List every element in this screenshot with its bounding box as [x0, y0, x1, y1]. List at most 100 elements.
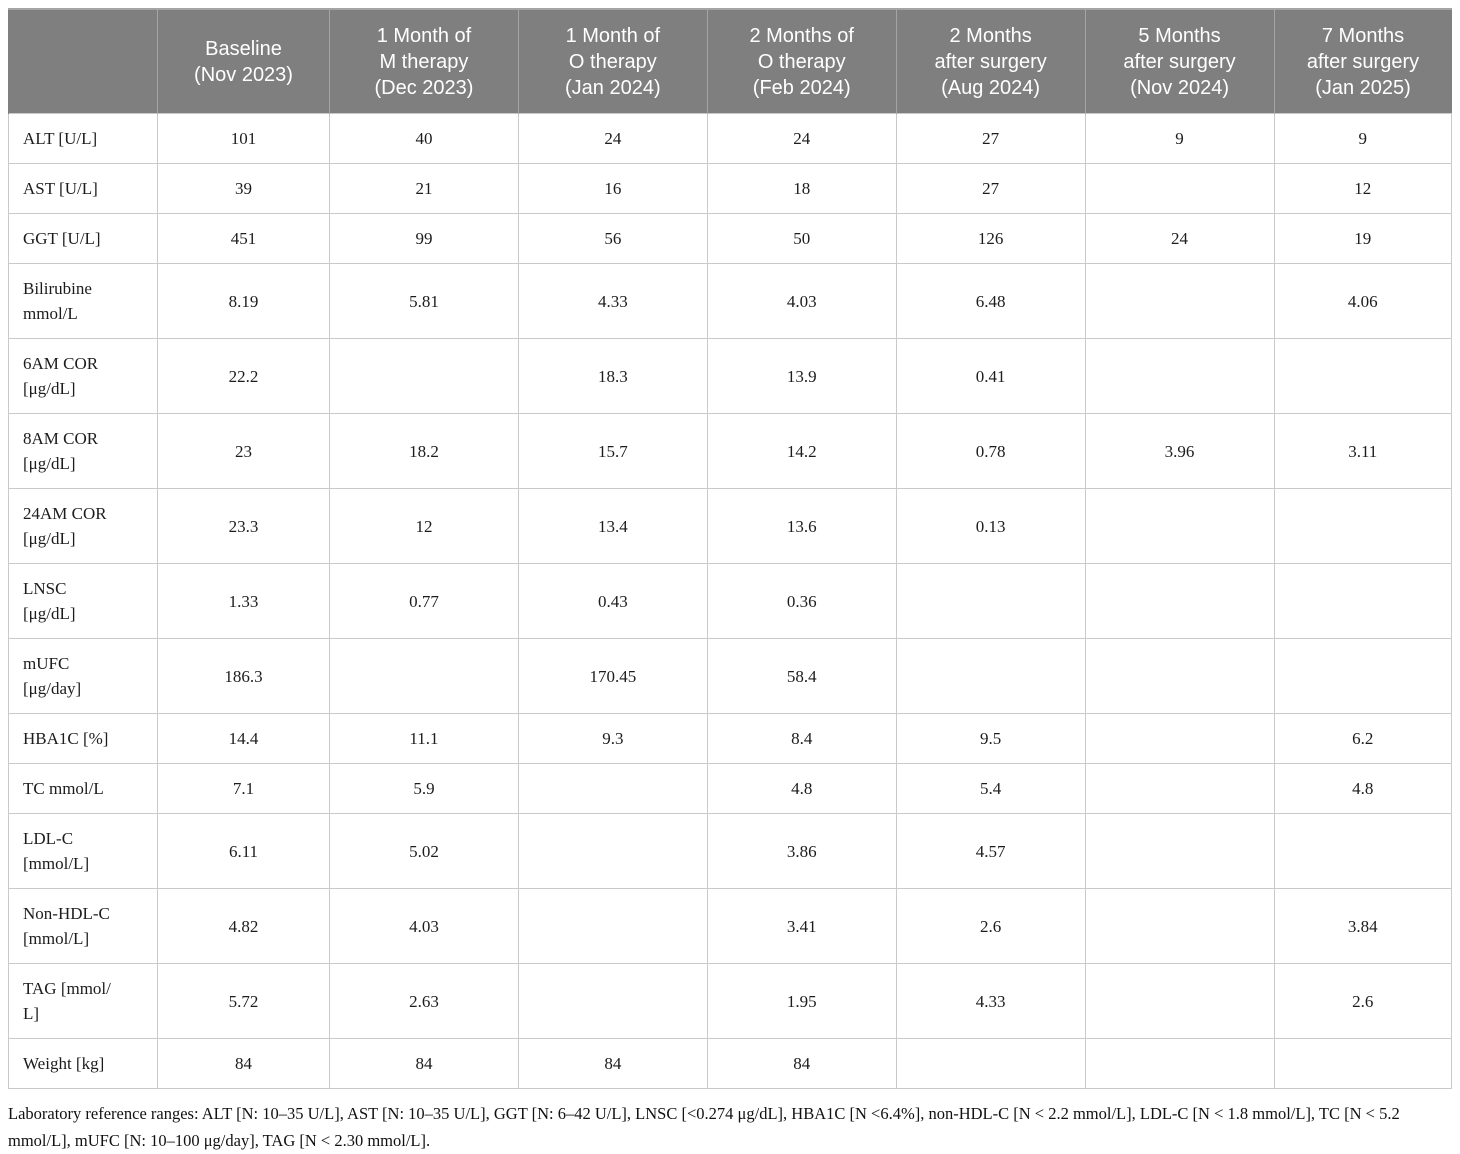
value-cell	[1084, 813, 1275, 889]
row-label: Weight [kg]	[8, 1038, 158, 1089]
value-cell: 101	[157, 113, 330, 164]
table-row: LDL-C [mmol/L] 6.11 5.02 3.86 4.57	[8, 813, 1452, 889]
value-cell: 4.03	[706, 263, 897, 339]
value-cell	[1084, 263, 1275, 339]
value-cell: 1.95	[706, 963, 897, 1039]
table-row: 8AM COR [μg/dL] 23 18.2 15.7 14.2 0.78 3.96 3.1…	[8, 413, 1452, 489]
value-cell: 39	[157, 163, 330, 214]
value-cell: 14.4	[157, 713, 330, 764]
value-cell	[1273, 488, 1452, 564]
table-body: ALT [U/L] 101 40 24 24 27 9 9 AST [U/L] 39 21 16 18 2…	[8, 113, 1452, 1089]
table-row: Bilirubine mmol/L 8.19 5.81 4.33 4.03 6.48 4.0…	[8, 263, 1452, 339]
value-cell: 23	[157, 413, 330, 489]
column-header: 2 Months after surgery (Aug 2024)	[895, 8, 1086, 114]
value-cell: 18	[706, 163, 897, 214]
table-row: AST [U/L] 39 21 16 18 27 12	[8, 163, 1452, 214]
value-cell: 40	[329, 113, 519, 164]
value-cell: 16	[517, 163, 708, 214]
column-header: 7 Months after surgery (Jan 2025)	[1273, 8, 1452, 114]
table-row: GGT [U/L] 451 99 56 50 126 24 19	[8, 213, 1452, 264]
value-cell: 170.45	[517, 638, 708, 714]
table-row: 6AM COR [μg/dL] 22.2 18.3 13.9 0.41	[8, 338, 1452, 414]
value-cell	[329, 638, 519, 714]
row-label: LNSC [μg/dL]	[8, 563, 158, 639]
row-label: Bilirubine mmol/L	[8, 263, 158, 339]
table-row: LNSC [μg/dL] 1.33 0.77 0.43 0.36	[8, 563, 1452, 639]
value-cell: 27	[895, 163, 1086, 214]
row-label: 8AM COR [μg/dL]	[8, 413, 158, 489]
row-label: 24AM COR [μg/dL]	[8, 488, 158, 564]
value-cell: 84	[329, 1038, 519, 1089]
table-footnote: Laboratory reference ranges: ALT [N: 10–…	[8, 1104, 1400, 1150]
value-cell	[1084, 763, 1275, 814]
value-cell: 5.81	[329, 263, 519, 339]
value-cell: 27	[895, 113, 1086, 164]
value-cell: 84	[706, 1038, 897, 1089]
table-row: Weight [kg] 84 84 84 84	[8, 1038, 1452, 1089]
value-cell	[517, 963, 708, 1039]
row-label: LDL-C [mmol/L]	[8, 813, 158, 889]
row-label: ALT [U/L]	[8, 113, 158, 164]
row-label: AST [U/L]	[8, 163, 158, 214]
value-cell: 6.2	[1273, 713, 1452, 764]
value-cell: 18.3	[517, 338, 708, 414]
value-cell: 24	[706, 113, 897, 164]
value-cell: 11.1	[329, 713, 519, 764]
column-header: 5 Months after surgery (Nov 2024)	[1084, 8, 1274, 114]
value-cell	[895, 1038, 1086, 1089]
value-cell	[1273, 638, 1452, 714]
value-cell: 21	[329, 163, 519, 214]
value-cell: 24	[517, 113, 708, 164]
value-cell: 0.41	[895, 338, 1086, 414]
value-cell: 0.77	[329, 563, 519, 639]
value-cell: 56	[517, 213, 708, 264]
value-cell	[1084, 563, 1275, 639]
value-cell: 22.2	[157, 338, 330, 414]
row-label: TAG [mmol/ L]	[8, 963, 158, 1039]
value-cell	[1084, 338, 1275, 414]
column-header: Baseline (Nov 2023)	[157, 8, 330, 114]
value-cell: 8.19	[157, 263, 330, 339]
value-cell	[895, 638, 1086, 714]
value-cell: 6.11	[157, 813, 330, 889]
value-cell: 24	[1084, 213, 1275, 264]
value-cell	[517, 813, 708, 889]
value-cell: 4.03	[329, 888, 519, 964]
value-cell: 19	[1273, 213, 1452, 264]
value-cell	[1084, 1038, 1275, 1089]
row-label: GGT [U/L]	[8, 213, 158, 264]
value-cell: 126	[895, 213, 1086, 264]
value-cell: 12	[1273, 163, 1452, 214]
lab-results-table: Baseline (Nov 2023) 1 Month of M therapy …	[8, 8, 1452, 1089]
value-cell: 0.78	[895, 413, 1086, 489]
value-cell: 9.5	[895, 713, 1086, 764]
value-cell: 8.4	[706, 713, 897, 764]
value-cell: 2.63	[329, 963, 519, 1039]
value-cell: 3.86	[706, 813, 897, 889]
value-cell: 0.36	[706, 563, 897, 639]
value-cell: 4.57	[895, 813, 1086, 889]
value-cell	[895, 563, 1086, 639]
value-cell: 58.4	[706, 638, 897, 714]
table-row: HBA1C [%] 14.4 11.1 9.3 8.4 9.5 6.2	[8, 713, 1452, 764]
row-label: 6AM COR [μg/dL]	[8, 338, 158, 414]
value-cell: 0.43	[517, 563, 708, 639]
value-cell: 2.6	[895, 888, 1086, 964]
value-cell: 13.4	[517, 488, 708, 564]
value-cell	[1084, 963, 1275, 1039]
value-cell: 3.41	[706, 888, 897, 964]
value-cell: 84	[517, 1038, 708, 1089]
value-cell: 50	[706, 213, 897, 264]
value-cell	[1273, 1038, 1452, 1089]
value-cell: 5.4	[895, 763, 1086, 814]
value-cell	[1273, 563, 1452, 639]
table-row: 24AM COR [μg/dL] 23.3 12 13.4 13.6 0.13	[8, 488, 1452, 564]
value-cell	[517, 763, 708, 814]
value-cell: 6.48	[895, 263, 1086, 339]
value-cell	[1273, 813, 1452, 889]
column-header: 1 Month of M therapy (Dec 2023)	[329, 8, 519, 114]
value-cell: 9	[1273, 113, 1452, 164]
value-cell: 5.72	[157, 963, 330, 1039]
value-cell: 1.33	[157, 563, 330, 639]
